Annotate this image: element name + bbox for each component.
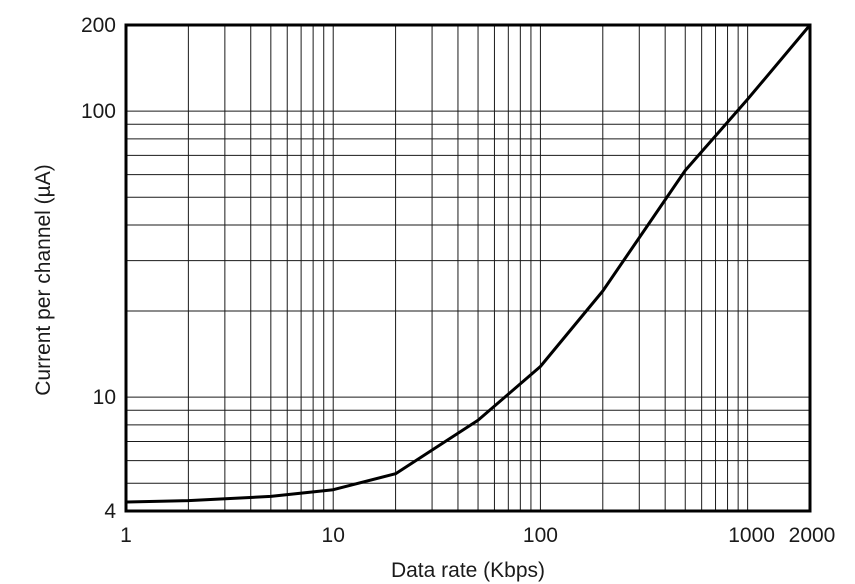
x-tick-label: 2000: [789, 524, 836, 547]
y-tick-label: 4: [104, 500, 116, 523]
tick-labels: 1 10 100 1000 2000 4 10 100 200: [81, 14, 835, 547]
series-line: [125, 24, 812, 504]
x-tick-label: 1000: [728, 524, 775, 547]
series-layer: [125, 24, 812, 504]
y-tick-label: 10: [93, 386, 116, 409]
y-tick-label: 200: [81, 14, 116, 37]
y-tick-label: 100: [81, 100, 116, 123]
x-axis-label: Data rate (Kbps): [391, 559, 545, 582]
grid: [126, 25, 810, 511]
x-tick-label: 100: [523, 524, 558, 547]
x-tick-label: 1: [120, 524, 132, 547]
x-tick-label: 10: [322, 524, 345, 547]
plot-frame: [124, 23, 812, 513]
y-axis-label: Current per channel (µA): [32, 164, 55, 396]
